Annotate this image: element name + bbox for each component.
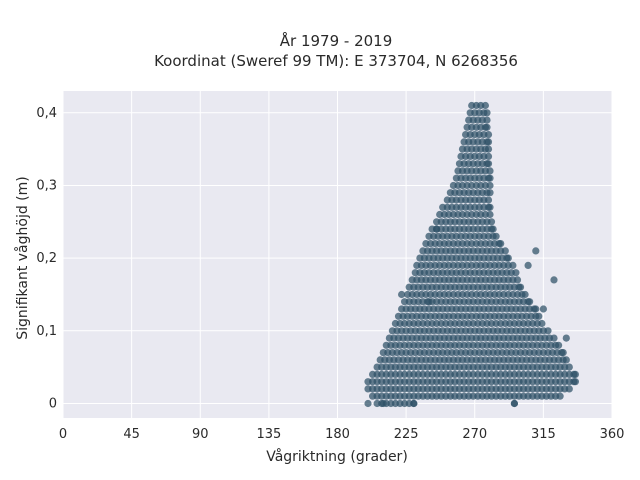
data-point-911 [562,334,570,342]
x-tick-label-7: 315 [531,427,556,442]
y-axis-ticks: 0 0,1 0,2 0,3 0,4 [36,106,57,412]
data-point-551 [526,298,534,306]
data-point-905 [524,261,532,269]
chart-title-line-1: År 1979 - 2019 [280,31,393,50]
data-point-143 [571,378,580,386]
data-point-713 [501,247,509,255]
data-point-908 [433,225,441,233]
data-point-874 [484,138,493,146]
data-point-354 [555,341,563,349]
data-point-787 [486,210,494,219]
data-point-604 [516,283,525,291]
data-point-880 [484,131,493,139]
y-tick-label-2: 0,2 [36,251,57,266]
data-point-274 [562,356,570,364]
data-point-426 [544,327,552,335]
x-tick-label-0: 0 [59,427,67,442]
data-point-853 [484,160,493,168]
data-point-912 [539,305,548,313]
x-axis-title: Vågriktning (grader) [266,448,408,465]
data-point-828 [486,181,494,190]
data-point-901 [364,399,372,408]
data-point-762 [489,225,497,233]
x-tick-label-4: 180 [325,427,350,442]
data-point-491 [535,312,543,320]
data-point-891 [483,116,491,124]
chart-title-line-2: Koordinat (Sweref 99 TM): E 373704, N 62… [154,52,518,70]
data-point-651 [512,269,520,277]
data-point-845 [486,167,494,175]
data-point-903 [410,399,418,408]
x-axis-ticks: 0 45 90 135 180 225 270 315 360 [59,427,625,442]
data-point-906 [532,247,540,255]
x-tick-label-1: 45 [123,427,140,442]
data-point-459 [538,319,546,328]
data-point-819 [486,189,494,197]
data-point-907 [550,276,558,284]
y-tick-label-1: 0,1 [36,324,57,339]
data-point-96 [565,385,573,393]
data-point-694 [504,254,512,262]
x-tick-label-2: 90 [192,427,209,442]
data-point-886 [483,123,491,131]
data-point-860 [484,152,493,160]
data-point-747 [492,232,500,240]
y-tick-label-0: 0 [49,396,57,411]
data-point-189 [571,370,580,378]
data-point-904 [510,399,518,408]
data-point-809 [484,196,493,204]
data-point-391 [550,334,558,342]
data-point-315 [559,349,567,357]
data-point-799 [486,203,494,211]
data-points [364,101,580,408]
data-point-867 [484,145,493,153]
data-point-673 [509,261,517,269]
x-tick-label-3: 135 [256,427,281,442]
data-point-51 [556,392,564,400]
data-point-837 [486,174,494,182]
x-tick-label-5: 225 [394,427,419,442]
data-point-578 [521,290,529,299]
data-point-232 [565,363,573,371]
x-tick-label-8: 360 [600,427,625,442]
data-point-909 [425,298,433,306]
y-axis-title: Signifikant våghöjd (m) [14,176,31,339]
x-tick-label-6: 270 [462,427,487,442]
y-tick-label-4: 0,4 [36,106,57,121]
data-point-628 [513,276,522,284]
data-point-910 [398,290,406,299]
data-point-731 [497,240,505,248]
data-point-522 [532,305,540,313]
data-point-896 [483,109,491,117]
data-point-902 [379,399,387,408]
data-point-900 [481,101,489,110]
y-tick-label-3: 0,3 [36,178,57,193]
data-point-775 [487,218,496,226]
